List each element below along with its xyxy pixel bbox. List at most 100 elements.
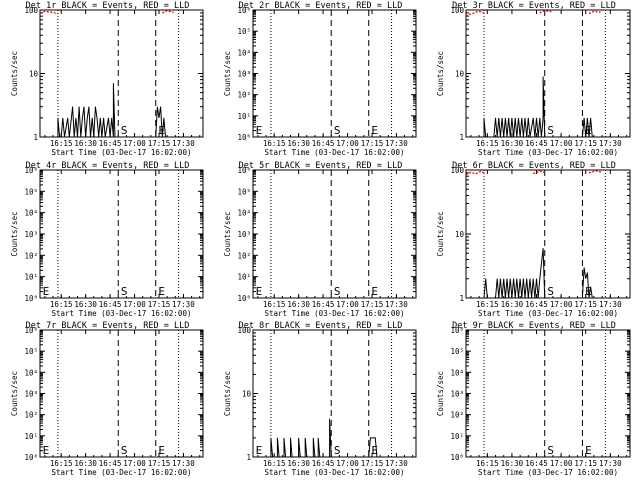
y-tick-label: 10⁵ <box>237 187 251 196</box>
x-tick-label: 16:15 <box>263 300 286 309</box>
y-tick-label: 10⁴ <box>24 368 38 377</box>
y-tick-label: 10⁶ <box>237 166 251 175</box>
end-marker-label: E <box>256 285 263 298</box>
x-tick-label: 17:30 <box>385 459 408 468</box>
x-tick-label: 17:15 <box>574 459 597 468</box>
x-tick-label: 16:30 <box>287 139 310 148</box>
lld-series-line <box>539 10 552 14</box>
x-tick-label: 17:00 <box>550 300 573 309</box>
y-tick-label: 100 <box>450 6 464 15</box>
x-tick-label: 17:15 <box>361 459 384 468</box>
x-tick-label: 17:00 <box>550 459 573 468</box>
y-tick-label: 10⁵ <box>24 187 38 196</box>
panel-title: Det 1r BLACK = Events, RED = LLD <box>26 1 190 11</box>
y-axis-label: Counts/sec <box>436 371 445 416</box>
x-tick-label: 16:15 <box>476 459 499 468</box>
y-axis-label: Counts/sec <box>436 211 445 256</box>
end-marker-label: E <box>256 124 263 137</box>
events-series-line <box>581 267 593 298</box>
x-axis-label: Start Time (03-Dec-17 16:02:00) <box>52 148 192 157</box>
y-tick-label: 10 <box>29 70 39 79</box>
x-tick-label: 17:30 <box>385 300 408 309</box>
lld-series-line <box>40 10 59 15</box>
y-tick-label: 10⁴ <box>24 209 38 218</box>
y-tick-label: 1 <box>246 453 251 462</box>
y-tick-label: 10¹ <box>237 112 251 121</box>
events-series-line <box>270 418 332 457</box>
y-axis-label: Counts/sec <box>10 371 19 416</box>
x-tick-label: 17:00 <box>123 139 146 148</box>
y-tick-label: 10⁰ <box>450 453 464 462</box>
x-tick-label: 17:00 <box>123 300 146 309</box>
end-marker-label: E <box>371 124 378 137</box>
y-tick-label: 10⁰ <box>24 294 38 303</box>
start-marker-label: S <box>334 285 341 298</box>
x-tick-label: 17:30 <box>599 139 622 148</box>
y-tick-label: 10² <box>24 411 38 420</box>
y-axis-label: Counts/sec <box>223 51 232 96</box>
lld-series-line <box>588 170 603 174</box>
y-tick-label: 10⁶ <box>24 326 38 335</box>
y-tick-label: 10 <box>455 230 465 239</box>
y-axis-label: Counts/sec <box>436 51 445 96</box>
x-tick-label: 16:30 <box>74 300 97 309</box>
lld-series-line <box>532 170 547 175</box>
x-tick-label: 16:30 <box>287 300 310 309</box>
x-tick-label: 16:45 <box>312 300 335 309</box>
x-axis-label: Start Time (03-Dec-17 16:02:00) <box>265 468 405 477</box>
x-tick-label: 16:15 <box>476 300 499 309</box>
end-marker-label: E <box>158 285 165 298</box>
x-tick-label: 17:00 <box>550 139 573 148</box>
lld-series-line <box>466 170 485 176</box>
start-marker-label: S <box>547 444 554 457</box>
x-tick-label: 17:00 <box>336 139 359 148</box>
y-tick-label: 1 <box>459 133 464 142</box>
y-tick-label: 10⁶ <box>24 166 38 175</box>
y-axis-label: Counts/sec <box>10 51 19 96</box>
y-tick-label: 10⁴ <box>450 368 464 377</box>
y-tick-label: 10⁵ <box>237 27 251 36</box>
x-tick-label: 17:15 <box>148 139 171 148</box>
end-marker-label: E <box>158 444 165 457</box>
y-tick-label: 10⁰ <box>24 453 38 462</box>
y-tick-label: 10⁰ <box>237 294 251 303</box>
lld-series-line <box>466 10 485 17</box>
lld-series-line <box>162 10 174 14</box>
panel-title: Det 7r BLACK = Events, RED = LLD <box>26 321 190 331</box>
x-tick-label: 17:15 <box>574 300 597 309</box>
x-tick-label: 16:15 <box>50 459 73 468</box>
end-marker-label: E <box>371 444 378 457</box>
y-tick-label: 10 <box>242 390 252 399</box>
y-tick-label: 10¹ <box>24 432 38 441</box>
events-series-line <box>483 76 546 137</box>
x-tick-label: 17:15 <box>361 139 384 148</box>
x-tick-label: 16:30 <box>74 459 97 468</box>
start-marker-label: S <box>121 124 128 137</box>
y-tick-label: 10² <box>450 411 464 420</box>
y-tick-label: 10³ <box>450 390 464 399</box>
y-tick-label: 10³ <box>237 230 251 239</box>
y-axis-label: Counts/sec <box>10 211 19 256</box>
x-axis-label: Start Time (03-Dec-17 16:02:00) <box>478 148 618 157</box>
start-marker-label: S <box>121 285 128 298</box>
y-tick-label: 10⁵ <box>450 347 464 356</box>
x-tick-label: 17:00 <box>336 459 359 468</box>
x-tick-label: 16:30 <box>74 139 97 148</box>
x-tick-label: 17:15 <box>148 459 171 468</box>
x-axis-label: Start Time (03-Dec-17 16:02:00) <box>478 468 618 477</box>
y-tick-label: 10¹ <box>237 273 251 282</box>
end-marker-label: E <box>43 444 50 457</box>
x-tick-label: 16:30 <box>287 459 310 468</box>
panel-title: Det 2r BLACK = Events, RED = LLD <box>239 1 403 11</box>
x-tick-label: 16:45 <box>99 300 122 309</box>
x-tick-label: 16:15 <box>50 300 73 309</box>
y-tick-label: 10¹ <box>450 432 464 441</box>
events-series-line <box>483 248 546 298</box>
y-tick-label: 10¹ <box>24 273 38 282</box>
